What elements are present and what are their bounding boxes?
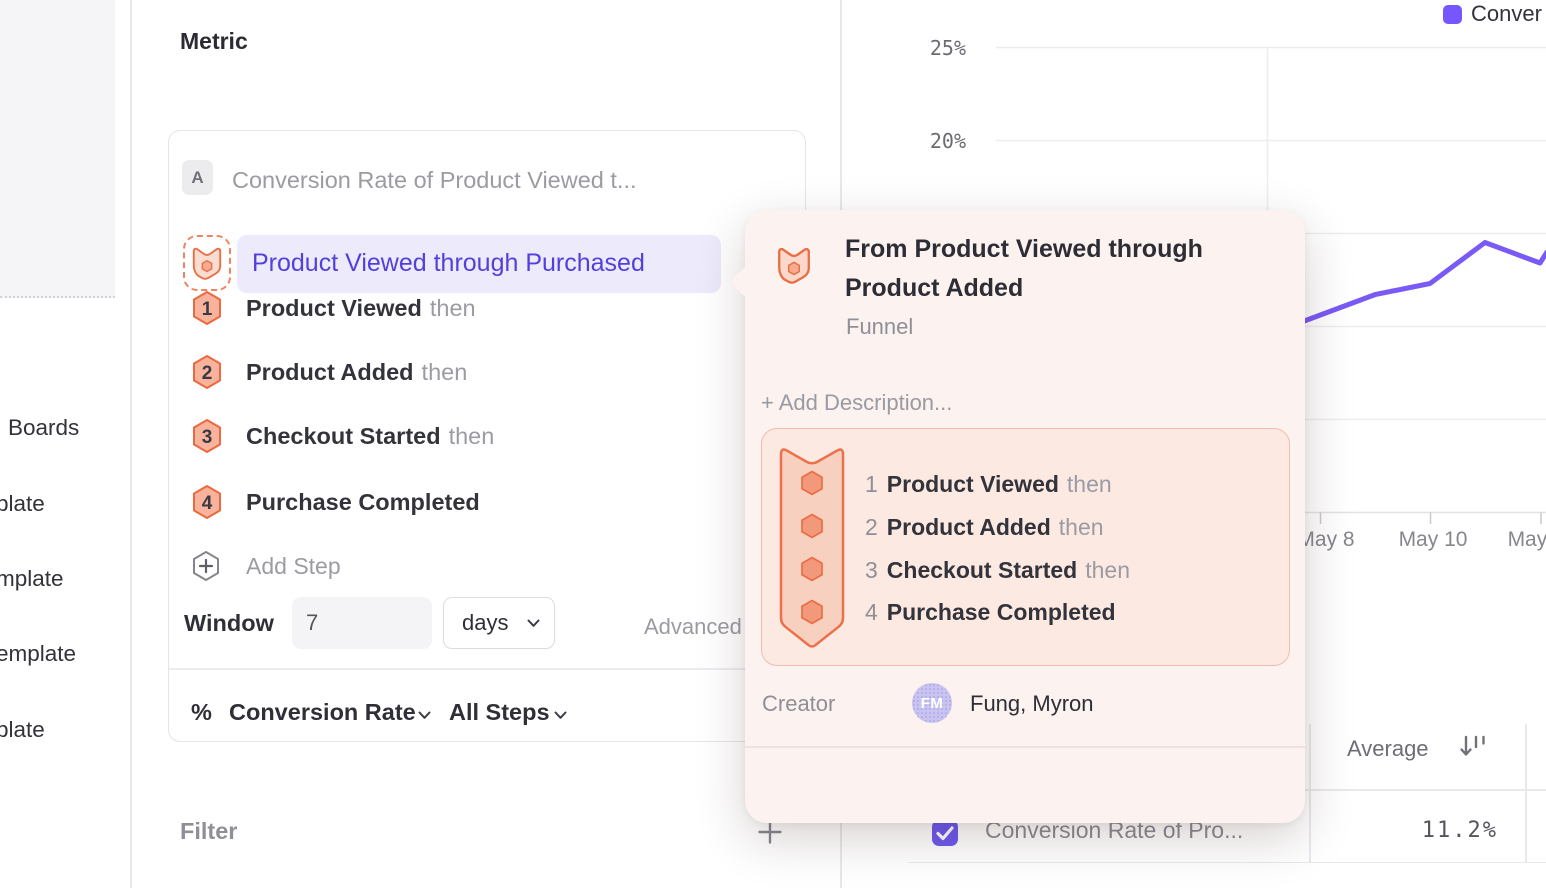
creator-name: Fung, Myron (970, 691, 1094, 716)
funnel-ribbon-icon (779, 448, 845, 648)
table-row-divider (908, 861, 1546, 863)
x-axis-tick-may8: May 8 (1297, 528, 1355, 551)
step-1-connector: then (429, 294, 476, 321)
svg-text:4: 4 (202, 493, 213, 514)
sidebar-item-template-2[interactable]: mplate (0, 566, 64, 591)
add-description-button[interactable]: + Add Description... (761, 390, 953, 415)
funnel-step-row-3[interactable]: 3 Checkout Started then (191, 418, 494, 454)
x-axis-tick-may12: May 12 (1507, 528, 1546, 551)
sidebar-item-boards[interactable]: Boards (8, 415, 80, 440)
sidebar-item-template-1[interactable]: plate (0, 491, 45, 516)
chevron-down-icon (527, 619, 540, 627)
sidebar-item-template-4[interactable]: plate (0, 717, 45, 742)
funnel-details-popover: From Product Viewed through Product Adde… (730, 210, 1305, 823)
funnel-step-row-4[interactable]: 4 Purchase Completed (191, 484, 480, 520)
chart-legend[interactable]: Conver (1443, 1, 1542, 27)
popover-steps-box (761, 428, 1290, 666)
kebab-menu-icon[interactable] (1253, 770, 1261, 802)
chevron-down-icon[interactable] (554, 711, 567, 720)
window-unit-value: days (462, 610, 509, 635)
window-value: 7 (306, 610, 319, 635)
sidebar-item-template-3[interactable]: emplate (0, 641, 77, 666)
conversion-trend-line[interactable] (1301, 240, 1546, 324)
series-a-badge: A (182, 160, 213, 195)
sidebar-main-divider (130, 0, 132, 888)
legend-color-swatch (1443, 4, 1462, 24)
metric-name[interactable]: Conversion Rate of Product Viewed t... (232, 167, 637, 193)
popover-step-3: 3 Checkout Started then (865, 557, 1130, 583)
funnel-drag-icon-box[interactable] (183, 235, 231, 291)
add-step-hexagon-plus-icon (193, 551, 219, 581)
step-2-connector: then (421, 358, 468, 385)
sort-descending-icon[interactable] (1458, 734, 1492, 762)
svg-text:2: 2 (202, 363, 213, 384)
window-unit-select[interactable]: days (443, 597, 555, 649)
measure-symbol: % (191, 699, 212, 725)
metric-card: A Conversion Rate of Product Viewed t...… (168, 130, 806, 742)
step-3-connector: then (448, 422, 495, 449)
popover-title: From Product Viewed through Product Adde… (845, 235, 1203, 302)
popover-step-1: 1 Product Viewed then (865, 471, 1112, 497)
funnel-icon (192, 247, 222, 280)
series-checkbox[interactable] (932, 820, 958, 846)
y-axis-tick-20: 20% (929, 129, 966, 153)
selected-event-pill[interactable]: Product Viewed through Purchased (237, 235, 721, 293)
table-row-average-value: 11.2% (1421, 818, 1498, 843)
funnel-step-row-2[interactable]: 2 Product Added then (191, 354, 467, 390)
step-4-hexagon-badge: 4 (193, 485, 221, 519)
legend-series-label: Conver (1471, 1, 1542, 26)
x-axis-tick-may10: May 10 (1398, 528, 1468, 551)
svg-text:3: 3 (202, 427, 213, 448)
card-divider (169, 668, 805, 670)
add-step-label: Add Step (246, 552, 341, 579)
popover-step-4: 4 Purchase Completed (865, 599, 1116, 625)
window-label: Window (184, 610, 274, 636)
sidebar-overlay-panel (0, 0, 115, 298)
popover-footer-divider (745, 746, 1305, 748)
step-4-name: Purchase Completed (246, 488, 480, 515)
table-column-border-left (1309, 724, 1311, 863)
steps-scope-dropdown[interactable]: All Steps (449, 699, 550, 725)
creator-label: Creator (762, 691, 836, 716)
selected-event-label: Product Viewed through Purchased (252, 249, 645, 277)
measure-dropdown[interactable]: Conversion Rate (229, 699, 416, 725)
add-step-button[interactable]: Add Step (191, 548, 341, 584)
step-3-hexagon-badge: 3 (193, 419, 221, 453)
table-column-border-right (1525, 724, 1527, 863)
svg-text:1: 1 (202, 299, 213, 320)
popover-type-label: Funnel (846, 314, 914, 339)
x-axis-ticks (1319, 512, 1542, 524)
filter-section-title: Filter (180, 818, 238, 844)
metric-section-title: Metric (180, 28, 248, 54)
advanced-link[interactable]: Advanced (644, 614, 742, 639)
popover-step-2: 2 Product Added then (865, 514, 1104, 540)
checkmark-icon (936, 826, 954, 841)
step-3-name: Checkout Started (246, 422, 441, 449)
measure-row: % Conversion Rate All Steps (169, 699, 805, 729)
step-2-hexagon-badge: 2 (193, 355, 221, 389)
y-axis-tick-25: 25% (929, 36, 966, 60)
creator-avatar: FM (912, 683, 952, 723)
funnel-icon (778, 247, 810, 284)
chevron-down-icon[interactable] (418, 711, 431, 720)
step-2-name: Product Added (246, 358, 414, 385)
step-1-name: Product Viewed (246, 294, 422, 321)
add-filter-plus-icon[interactable] (757, 819, 783, 845)
table-header-average[interactable]: Average (1347, 736, 1429, 761)
funnel-step-row-1[interactable]: 1 Product Viewed then (191, 290, 476, 326)
step-1-hexagon-badge: 1 (193, 291, 221, 325)
window-value-input[interactable]: 7 (292, 597, 432, 649)
